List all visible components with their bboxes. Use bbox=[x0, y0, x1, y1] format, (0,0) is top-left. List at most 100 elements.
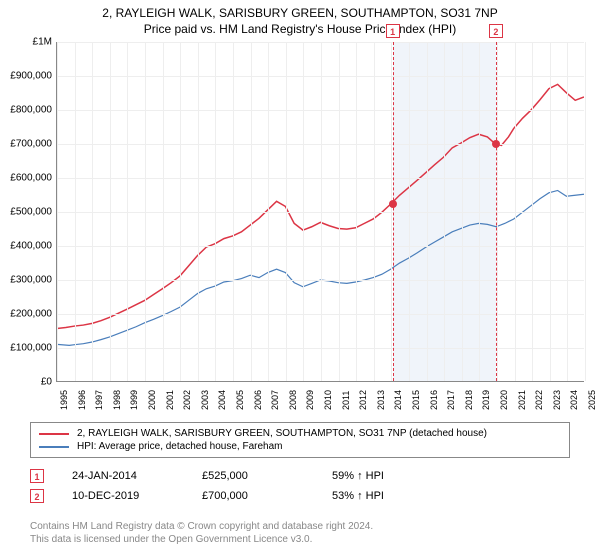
y-axis: £0£100,000£200,000£300,000£400,000£500,0… bbox=[10, 42, 56, 382]
x-tick-label: 2012 bbox=[358, 390, 368, 410]
gridline-v bbox=[268, 42, 269, 381]
plot-area: 12 bbox=[56, 42, 584, 382]
legend: 2, RAYLEIGH WALK, SARISBURY GREEN, SOUTH… bbox=[30, 422, 570, 458]
gridline-v bbox=[57, 42, 58, 381]
marker-row: 2 10-DEC-2019£700,00053% ↑ HPI bbox=[30, 486, 570, 506]
x-tick-label: 2024 bbox=[569, 390, 579, 410]
x-tick-label: 2007 bbox=[270, 390, 280, 410]
marker-row-price: £700,000 bbox=[202, 490, 332, 502]
x-tick-label: 2021 bbox=[517, 390, 527, 410]
marker-line bbox=[496, 42, 497, 381]
x-tick-label: 2002 bbox=[182, 390, 192, 410]
gridline-v bbox=[180, 42, 181, 381]
gridline-v bbox=[497, 42, 498, 381]
gridline-v bbox=[427, 42, 428, 381]
gridline-v bbox=[303, 42, 304, 381]
x-tick-label: 1996 bbox=[77, 390, 87, 410]
gridline-v bbox=[585, 42, 586, 381]
gridline-v bbox=[462, 42, 463, 381]
x-tick-label: 2010 bbox=[323, 390, 333, 410]
y-tick-label: £900,000 bbox=[10, 71, 52, 82]
marker-row-pct: 53% ↑ HPI bbox=[332, 490, 462, 502]
x-tick-label: 1998 bbox=[112, 390, 122, 410]
gridline-v bbox=[92, 42, 93, 381]
x-tick-label: 2011 bbox=[341, 391, 351, 410]
legend-label: HPI: Average price, detached house, Fare… bbox=[77, 441, 283, 452]
x-tick-label: 2025 bbox=[587, 390, 597, 410]
gridline-v bbox=[145, 42, 146, 381]
x-tick-label: 2003 bbox=[200, 390, 210, 410]
y-tick-label: £200,000 bbox=[10, 309, 52, 320]
x-tick-label: 2004 bbox=[217, 390, 227, 410]
gridline-v bbox=[110, 42, 111, 381]
marker-box: 1 bbox=[386, 24, 400, 38]
legend-item: 2, RAYLEIGH WALK, SARISBURY GREEN, SOUTH… bbox=[39, 427, 561, 440]
gridline-v bbox=[127, 42, 128, 381]
gridline-v bbox=[251, 42, 252, 381]
marker-dot bbox=[492, 140, 500, 148]
gridline-v bbox=[374, 42, 375, 381]
x-tick-label: 1995 bbox=[59, 390, 69, 410]
marker-row-price: £525,000 bbox=[202, 470, 332, 482]
x-tick-label: 2006 bbox=[253, 390, 263, 410]
x-tick-label: 2001 bbox=[165, 390, 175, 410]
gridline-v bbox=[75, 42, 76, 381]
legend-label: 2, RAYLEIGH WALK, SARISBURY GREEN, SOUTH… bbox=[77, 428, 487, 439]
legend-item: HPI: Average price, detached house, Fare… bbox=[39, 440, 561, 453]
y-tick-label: £300,000 bbox=[10, 275, 52, 286]
footer-line2: This data is licensed under the Open Gov… bbox=[30, 533, 373, 546]
y-tick-label: £500,000 bbox=[10, 207, 52, 218]
x-tick-label: 2016 bbox=[429, 390, 439, 410]
gridline-v bbox=[479, 42, 480, 381]
gridline-v bbox=[550, 42, 551, 381]
y-tick-label: £600,000 bbox=[10, 173, 52, 184]
gridline-v bbox=[356, 42, 357, 381]
y-tick-label: £100,000 bbox=[10, 343, 52, 354]
gridline-v bbox=[409, 42, 410, 381]
y-tick-label: £700,000 bbox=[10, 139, 52, 150]
marker-table: 124-JAN-2014£525,00059% ↑ HPI210-DEC-201… bbox=[30, 466, 570, 506]
x-tick-label: 2019 bbox=[481, 390, 491, 410]
x-tick-label: 2015 bbox=[411, 390, 421, 410]
chart-area: £0£100,000£200,000£300,000£400,000£500,0… bbox=[10, 42, 590, 412]
x-tick-label: 2023 bbox=[552, 390, 562, 410]
gridline-v bbox=[286, 42, 287, 381]
y-tick-label: £1M bbox=[33, 37, 52, 48]
gridline-v bbox=[163, 42, 164, 381]
marker-row-id: 2 bbox=[30, 489, 44, 503]
marker-box: 2 bbox=[489, 24, 503, 38]
marker-row-date: 10-DEC-2019 bbox=[72, 490, 202, 502]
x-tick-label: 2005 bbox=[235, 390, 245, 410]
x-tick-label: 2013 bbox=[376, 390, 386, 410]
x-tick-label: 1999 bbox=[129, 390, 139, 410]
gridline-v bbox=[215, 42, 216, 381]
chart-container: 2, RAYLEIGH WALK, SARISBURY GREEN, SOUTH… bbox=[0, 0, 600, 560]
gridline-v bbox=[198, 42, 199, 381]
x-tick-label: 2014 bbox=[393, 390, 403, 410]
x-tick-label: 2022 bbox=[534, 390, 544, 410]
marker-dot bbox=[389, 200, 397, 208]
gridline-v bbox=[567, 42, 568, 381]
y-tick-label: £800,000 bbox=[10, 105, 52, 116]
y-tick-label: £400,000 bbox=[10, 241, 52, 252]
marker-line bbox=[393, 42, 394, 381]
x-tick-label: 2008 bbox=[288, 390, 298, 410]
x-tick-label: 1997 bbox=[94, 390, 104, 410]
legend-swatch bbox=[39, 433, 69, 435]
x-tick-label: 2009 bbox=[305, 390, 315, 410]
gridline-v bbox=[515, 42, 516, 381]
x-tick-label: 2017 bbox=[446, 390, 456, 410]
gridline-v bbox=[321, 42, 322, 381]
x-tick-label: 2000 bbox=[147, 390, 157, 410]
title-address: 2, RAYLEIGH WALK, SARISBURY GREEN, SOUTH… bbox=[0, 0, 600, 20]
marker-row-id: 1 bbox=[30, 469, 44, 483]
marker-row: 124-JAN-2014£525,00059% ↑ HPI bbox=[30, 466, 570, 486]
x-axis: 1995 1996 1997 1998 1999 2000 2001 2002 2003 2004… bbox=[56, 382, 584, 412]
marker-row-date: 24-JAN-2014 bbox=[72, 470, 202, 482]
gridline-v bbox=[339, 42, 340, 381]
title-subtitle: Price paid vs. HM Land Registry's House … bbox=[0, 20, 600, 40]
gridline-v bbox=[444, 42, 445, 381]
gridline-v bbox=[532, 42, 533, 381]
footer-attribution: Contains HM Land Registry data © Crown c… bbox=[30, 520, 373, 546]
x-tick-label: 2020 bbox=[499, 390, 509, 410]
